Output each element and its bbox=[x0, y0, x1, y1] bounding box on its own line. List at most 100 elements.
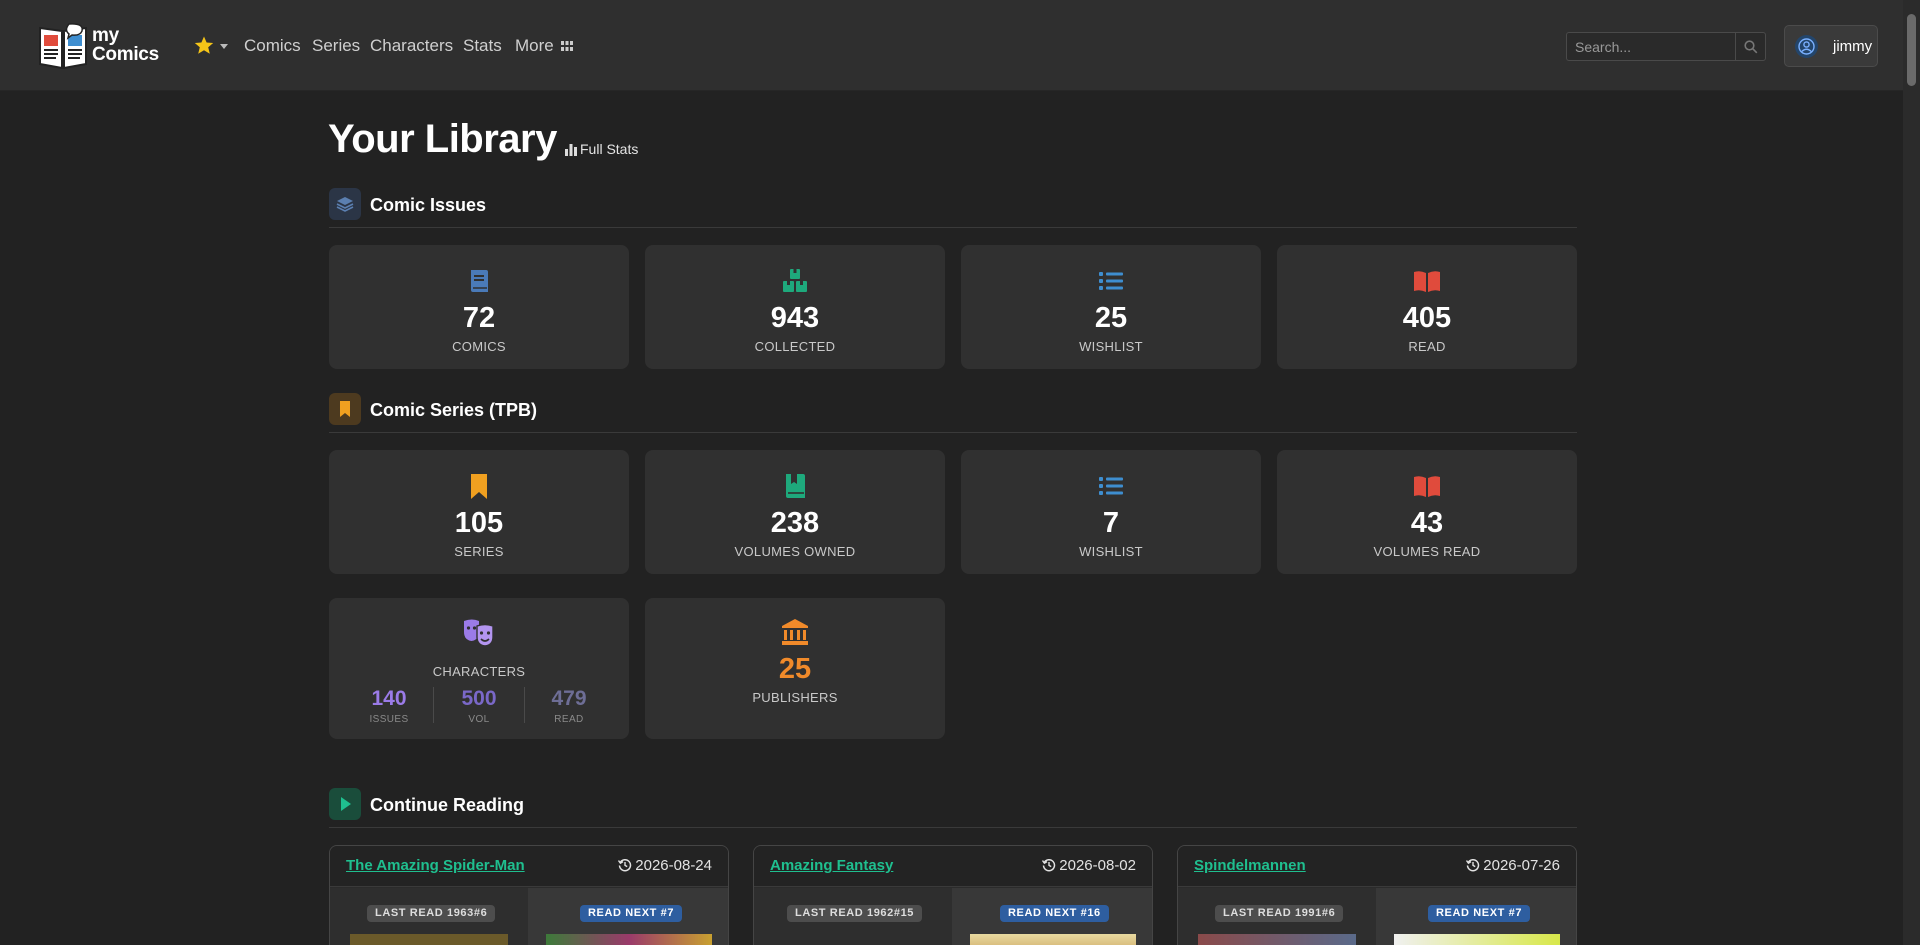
grid-icon bbox=[561, 41, 573, 51]
masks-icon bbox=[464, 619, 494, 646]
stat-label: VOL bbox=[468, 714, 490, 725]
list-icon bbox=[1099, 272, 1123, 290]
stat-value: 238 bbox=[770, 507, 820, 539]
boxes-icon bbox=[783, 269, 807, 292]
layers-icon bbox=[336, 197, 354, 212]
user-menu-button[interactable]: jimmy bbox=[1784, 25, 1878, 67]
nav-stats[interactable]: Stats bbox=[463, 36, 502, 55]
full-stats-label: Full Stats bbox=[580, 141, 639, 157]
stat-card-read[interactable]: 405 READ bbox=[1277, 245, 1577, 369]
stat-label: COMICS bbox=[452, 339, 506, 354]
chevron-down-icon bbox=[220, 44, 228, 49]
read-next-badge[interactable]: READ NEXT #7 bbox=[580, 905, 683, 922]
page-scrollbar[interactable] bbox=[1903, 0, 1920, 945]
book-bookmark-icon bbox=[786, 474, 805, 498]
stat-card-volumes-read[interactable]: 43 VOLUMES READ bbox=[1277, 450, 1577, 574]
characters-read-stat: 479 READ bbox=[524, 687, 614, 725]
nav-comics[interactable]: Comics bbox=[244, 36, 301, 55]
continue-reading-card: The Amazing Spider-Man 2026-08-24 LAST R… bbox=[329, 845, 729, 945]
comic-cover-thumbnail[interactable] bbox=[970, 934, 1136, 945]
app-logo[interactable]: my Comics bbox=[38, 22, 159, 70]
section-continue-reading: Continue Reading bbox=[329, 788, 1577, 828]
list-icon bbox=[1099, 477, 1123, 495]
comic-cover-thumbnail[interactable] bbox=[774, 934, 932, 945]
stat-value: 25 bbox=[778, 653, 812, 685]
section-title: Comic Series (TPB) bbox=[370, 400, 538, 420]
history-icon bbox=[618, 858, 632, 872]
stat-card-series-wishlist[interactable]: 7 WISHLIST bbox=[961, 450, 1261, 574]
play-icon bbox=[341, 797, 351, 811]
stat-value: 479 bbox=[551, 687, 587, 710]
stat-value: 500 bbox=[461, 687, 497, 710]
read-next-badge[interactable]: READ NEXT #7 bbox=[1428, 905, 1531, 922]
last-read-badge: LAST READ 1962#15 bbox=[787, 905, 923, 922]
series-link[interactable]: The Amazing Spider-Man bbox=[346, 857, 525, 874]
stat-value: 405 bbox=[1402, 302, 1452, 334]
search-input[interactable] bbox=[1567, 33, 1736, 60]
star-icon bbox=[194, 36, 214, 54]
open-book-icon bbox=[1414, 271, 1440, 292]
continue-reading-card: Amazing Fantasy 2026-08-02 LAST READ 196… bbox=[753, 845, 1153, 945]
logo-text-line2: Comics bbox=[92, 44, 159, 65]
stat-card-collected[interactable]: 943 COLLECTED bbox=[645, 245, 945, 369]
nav-series[interactable]: Series bbox=[312, 36, 361, 55]
series-link[interactable]: Spindelmannen bbox=[1194, 857, 1306, 874]
stat-label: WISHLIST bbox=[1079, 544, 1143, 559]
last-read-badge: LAST READ 1991#6 bbox=[1215, 905, 1344, 922]
comic-cover-thumbnail[interactable] bbox=[1394, 934, 1560, 945]
history-icon bbox=[1466, 858, 1480, 872]
stat-value: 7 bbox=[1102, 507, 1120, 539]
stat-label: READ bbox=[554, 714, 584, 725]
comic-cover-thumbnail[interactable] bbox=[546, 934, 712, 945]
favorites-dropdown[interactable] bbox=[194, 36, 232, 56]
full-stats-link[interactable]: Full Stats bbox=[565, 141, 638, 157]
stat-label: WISHLIST bbox=[1079, 339, 1143, 354]
scrollbar-thumb[interactable] bbox=[1907, 14, 1916, 86]
comic-book-logo-icon bbox=[39, 23, 87, 69]
section-comic-series: Comic Series (TPB) bbox=[329, 393, 1577, 433]
stat-card-wishlist[interactable]: 25 WISHLIST bbox=[961, 245, 1261, 369]
stat-value: 140 bbox=[371, 687, 407, 710]
stat-label: VOLUMES OWNED bbox=[734, 544, 856, 559]
stat-card-volumes-owned[interactable]: 238 VOLUMES OWNED bbox=[645, 450, 945, 574]
logo-text-line1: my bbox=[92, 25, 119, 46]
stat-value: 25 bbox=[1094, 302, 1128, 334]
divider bbox=[524, 687, 525, 723]
section-comic-issues: Comic Issues bbox=[329, 188, 1577, 228]
characters-issues-stat: 140 ISSUES bbox=[344, 687, 434, 725]
series-link[interactable]: Amazing Fantasy bbox=[770, 857, 894, 874]
read-next-badge[interactable]: READ NEXT #16 bbox=[1000, 905, 1109, 922]
stat-label: SERIES bbox=[454, 544, 504, 559]
top-navbar: my Comics Comics Series Characters Stats… bbox=[0, 0, 1920, 91]
comic-cover-thumbnail[interactable] bbox=[1198, 934, 1356, 945]
comic-cover-thumbnail[interactable] bbox=[350, 934, 508, 945]
search-icon bbox=[1744, 40, 1758, 54]
stat-card-comics[interactable]: 72 COMICS bbox=[329, 245, 629, 369]
stat-label: READ bbox=[1408, 339, 1446, 354]
stat-card-characters[interactable]: CHARACTERS 140 ISSUES 500 VOL 479 READ bbox=[329, 598, 629, 739]
section-icon-box bbox=[329, 393, 361, 425]
page-title: Your Library bbox=[328, 117, 557, 161]
stat-label: COLLECTED bbox=[754, 339, 836, 354]
bar-chart-icon bbox=[565, 144, 577, 156]
history-icon bbox=[1042, 858, 1056, 872]
stat-card-publishers[interactable]: 25 PUBLISHERS bbox=[645, 598, 945, 739]
stat-card-series[interactable]: 105 SERIES bbox=[329, 450, 629, 574]
section-icon-box bbox=[329, 788, 361, 820]
stat-value: 72 bbox=[462, 302, 496, 334]
avatar bbox=[1795, 35, 1818, 58]
bookmark-icon bbox=[471, 474, 487, 499]
last-read-date: 2026-08-02 bbox=[1059, 857, 1136, 874]
section-title: Comic Issues bbox=[370, 195, 487, 215]
stat-label: VOLUMES READ bbox=[1373, 544, 1481, 559]
stat-label: PUBLISHERS bbox=[752, 690, 838, 705]
characters-vol-stat: 500 VOL bbox=[434, 687, 524, 725]
search-button[interactable] bbox=[1735, 33, 1765, 60]
nav-more[interactable]: More bbox=[515, 36, 554, 55]
user-circle-icon bbox=[1798, 38, 1815, 55]
continue-reading-card: Spindelmannen 2026-07-26 LAST READ 1991#… bbox=[1177, 845, 1577, 945]
username-label: jimmy bbox=[1833, 38, 1873, 55]
search-box bbox=[1566, 32, 1766, 61]
nav-characters[interactable]: Characters bbox=[370, 36, 454, 55]
last-read-date: 2026-08-24 bbox=[635, 857, 712, 874]
